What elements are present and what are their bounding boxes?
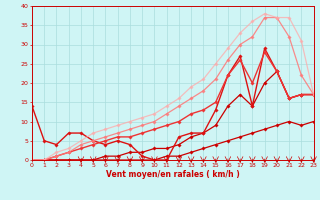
X-axis label: Vent moyen/en rafales ( km/h ): Vent moyen/en rafales ( km/h ) (106, 170, 240, 179)
